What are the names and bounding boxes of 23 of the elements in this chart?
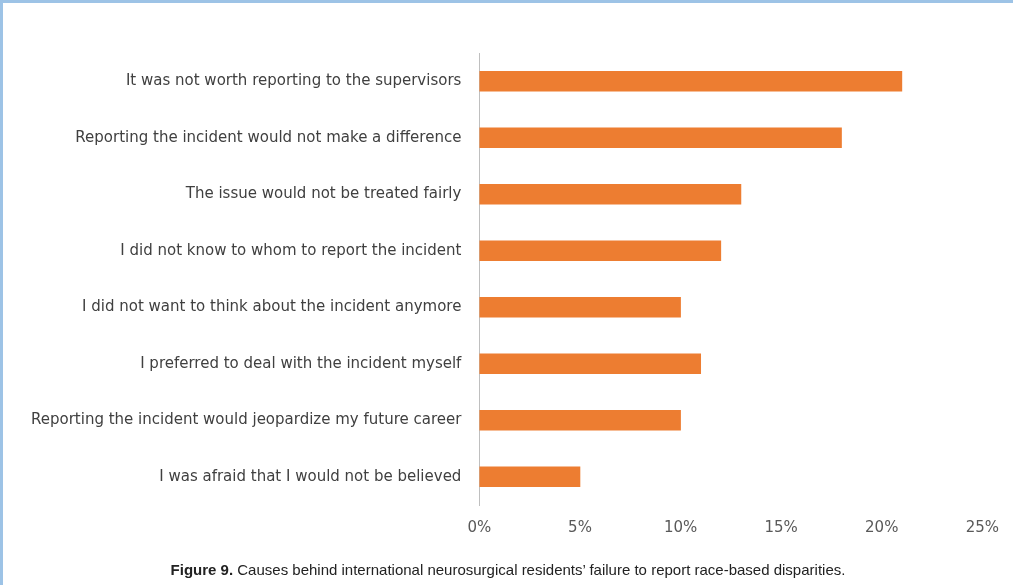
y-tick-label: It was not worth reporting to the supervisors <box>125 71 462 90</box>
bar <box>479 70 903 92</box>
y-tick-label: I preferred to deal with the incident myself <box>140 353 463 372</box>
y-tick-label: Reporting the incident would jeopardize my future career <box>30 410 463 429</box>
x-tick-label: 0% <box>467 517 492 536</box>
bar <box>479 296 681 318</box>
x-tick-label: 5% <box>568 517 592 536</box>
y-tick-label: Reporting the incident would not make a difference <box>75 127 462 146</box>
y-tick-label: I was afraid that I would not be believed <box>159 466 462 485</box>
y-tick-label: I did not want to think about the incident anymore <box>82 297 462 316</box>
bar <box>479 409 681 431</box>
x-tick-label: 25% <box>965 517 999 536</box>
y-tick-label: The issue would not be treated fairly <box>184 184 462 203</box>
bar <box>479 353 702 375</box>
x-tick-label: 20% <box>865 517 899 536</box>
caption: Figure 9. Causes behind international neurosurgical residents’ failure to report race-based disparities. <box>169 561 847 578</box>
bar <box>479 466 581 488</box>
bar <box>479 127 842 149</box>
x-tick-label: 15% <box>764 517 798 536</box>
y-tick-label: I did not know to whom to report the incident <box>120 240 462 259</box>
bar <box>479 240 722 262</box>
bar <box>479 183 742 205</box>
x-tick-label: 10% <box>663 517 698 536</box>
